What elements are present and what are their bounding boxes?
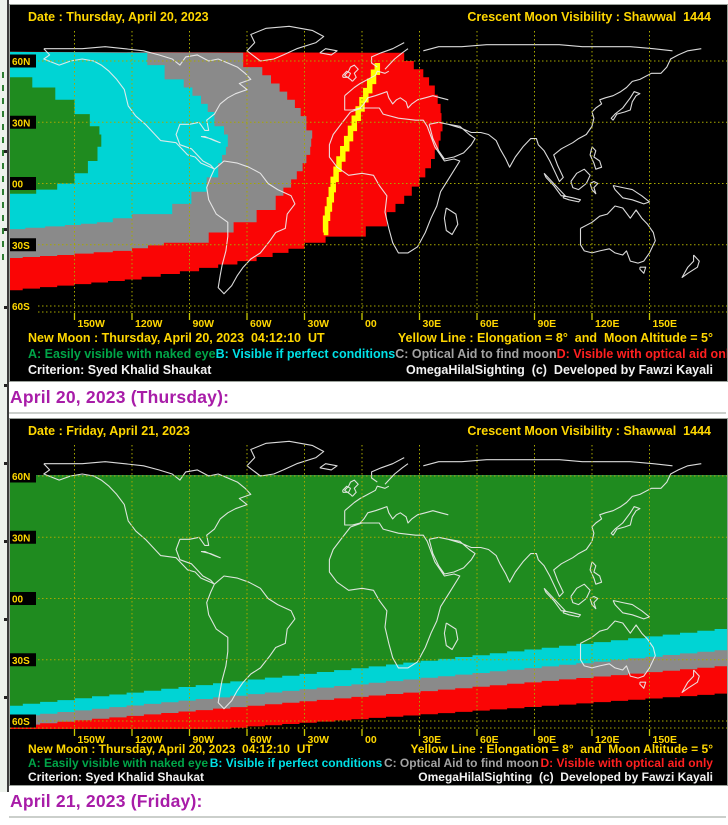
svg-text:00: 00 <box>12 595 24 606</box>
svg-text:00: 00 <box>365 318 377 330</box>
criterion-label: Criterion: Syed Khalid Shaukat <box>28 770 205 784</box>
svg-text:120W: 120W <box>135 318 163 330</box>
world-map-canvas-april-20: 150W 120W 90W 60W 30W 00 30E 60E 90E 120E 150E 60N 3… <box>10 5 727 335</box>
legend-d-optical-only: D: Visible with optical aid only <box>540 756 713 770</box>
page-content: 150W 120W 90W 60W 30W 00 30E 60E 90E 120E 150E 60N 3… <box>9 0 728 821</box>
svg-text:30S: 30S <box>12 241 30 252</box>
page-edge-strip <box>0 0 9 792</box>
svg-text:60W: 60W <box>250 734 272 746</box>
credit-label: OmegaHilalSighting (c) Developed by Fawz… <box>418 770 713 784</box>
new-moon-info: New Moon : Thursday, April 20, 2023 04:1… <box>28 742 313 756</box>
criterion-label: Criterion: Syed Khalid Shaukat <box>28 363 212 377</box>
divider <box>9 816 726 818</box>
svg-text:60S: 60S <box>12 302 30 313</box>
svg-text:30N: 30N <box>12 118 30 129</box>
svg-text:60S: 60S <box>12 717 30 728</box>
legend-c-optical-find: C: Optical Aid to find moon <box>383 756 539 770</box>
svg-text:150E: 150E <box>653 734 678 746</box>
svg-text:90W: 90W <box>192 318 214 330</box>
divider <box>9 412 726 414</box>
svg-text:60W: 60W <box>250 318 272 330</box>
svg-text:120E: 120E <box>595 734 620 746</box>
yellow-line-info: Yellow Line : Elongation = 8° and Moon A… <box>410 742 713 756</box>
svg-text:30E: 30E <box>423 734 442 746</box>
svg-text:150W: 150W <box>77 734 105 746</box>
visibility-map-april-20: 150W 120W 90W 60W 30W 00 30E 60E 90E 120E 150E 60N 3… <box>9 4 728 382</box>
svg-text:90E: 90E <box>538 318 557 330</box>
legend-b-perfect-conditions: B: Visible if perfect conditions <box>209 756 383 770</box>
svg-text:30S: 30S <box>12 656 30 667</box>
svg-text:00: 00 <box>12 180 24 191</box>
svg-text:30W: 30W <box>307 318 329 330</box>
svg-text:00: 00 <box>365 734 377 746</box>
edge-strip-ticks <box>4 150 7 750</box>
svg-text:150W: 150W <box>77 318 105 330</box>
svg-text:30W: 30W <box>307 734 329 746</box>
legend-a-naked-eye: A: Easily visible with naked eye <box>28 347 216 361</box>
svg-text:60E: 60E <box>480 734 499 746</box>
edge-strip-dashes <box>2 72 4 262</box>
svg-text:60N: 60N <box>12 57 30 68</box>
svg-text:120E: 120E <box>595 318 620 330</box>
visibility-map-april-21: 150W 120W 90W 60W 30W 00 30E 60E 90E 120E 150E 60N 3… <box>9 418 728 786</box>
svg-text:90E: 90E <box>538 734 557 746</box>
svg-text:150E: 150E <box>653 318 678 330</box>
svg-text:30E: 30E <box>423 318 442 330</box>
date-caption-april-20: April 20, 2023 (Thursday): <box>10 387 230 407</box>
yellow-line-info: Yellow Line : Elongation = 8° and Moon A… <box>397 331 713 345</box>
svg-text:120W: 120W <box>135 734 163 746</box>
legend-d-optical-only: D: Visible with optical aid only <box>556 347 728 361</box>
new-moon-info: New Moon : Thursday, April 20, 2023 04:1… <box>28 331 325 345</box>
map-footer: New Moon : Thursday, April 20, 2023 04:1… <box>10 742 727 784</box>
legend-c-optical-find: C: Optical Aid to find moon <box>395 347 557 361</box>
legend-a-naked-eye: A: Easily visible with naked eye <box>28 756 209 770</box>
world-map-canvas-april-21: 150W 120W 90W 60W 30W 00 30E 60E 90E 120E 150E 60N 3… <box>10 419 727 751</box>
legend-b-perfect-conditions: B: Visible if perfect conditions <box>215 347 396 361</box>
svg-text:30N: 30N <box>12 533 30 544</box>
credit-label: OmegaHilalSighting (c) Developed by Fawz… <box>405 363 713 377</box>
map-footer: New Moon : Thursday, April 20, 2023 04:1… <box>10 331 727 377</box>
svg-text:90W: 90W <box>192 734 214 746</box>
svg-text:60N: 60N <box>12 472 30 483</box>
svg-text:60E: 60E <box>480 318 499 330</box>
date-caption-april-21: April 21, 2023 (Friday): <box>10 791 203 811</box>
